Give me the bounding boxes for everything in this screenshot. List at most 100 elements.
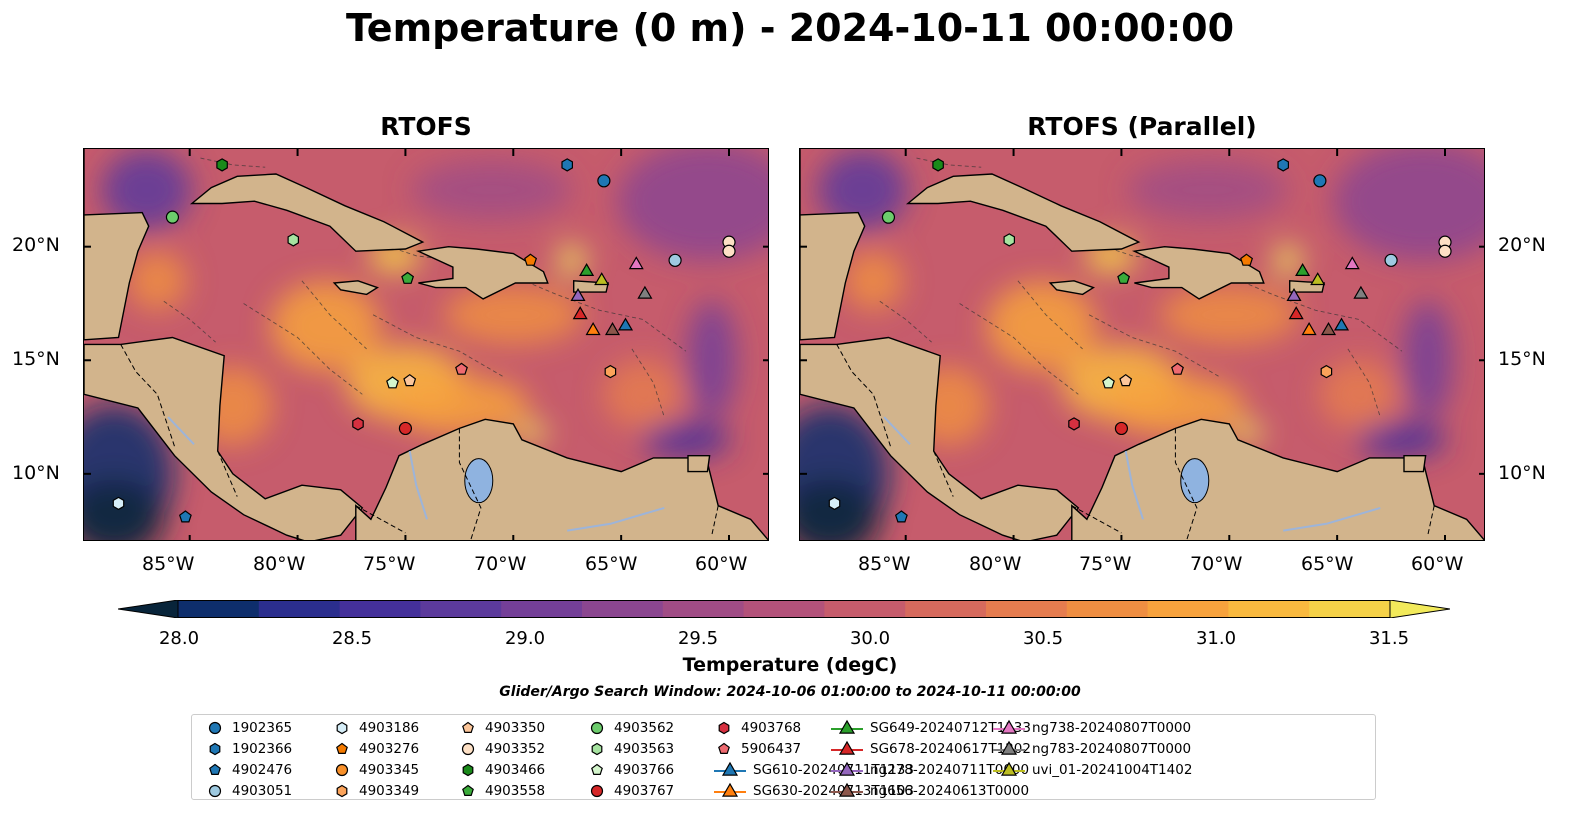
legend-label: uvi_01-20241004T1402 — [1032, 761, 1193, 778]
legend-label: 4903051 — [232, 782, 293, 799]
legend-item: ng783-20240807T0000 — [992, 738, 1192, 759]
legend-label: ng738-20240807T0000 — [1032, 719, 1192, 736]
float-marker — [894, 510, 908, 523]
legend-item: uvi_01-20241004T1402 — [992, 759, 1192, 780]
float-marker — [352, 417, 364, 431]
float-marker — [1119, 373, 1133, 387]
float-marker — [604, 364, 617, 379]
glider-track-icon — [714, 782, 746, 797]
float-marker — [579, 263, 595, 277]
lat-label: 20°N — [1498, 234, 1546, 256]
lon-label: 60°W — [1411, 553, 1464, 575]
glider-track-icon — [831, 761, 863, 776]
argo-float-icon — [590, 784, 604, 797]
float-marker — [1114, 421, 1129, 436]
float-marker — [1353, 285, 1369, 299]
country-border — [217, 450, 238, 497]
river — [567, 506, 665, 532]
argo-float-icon — [461, 742, 475, 755]
legend-item: 4903349 — [331, 780, 419, 801]
legend-item: 4903186 — [331, 717, 419, 738]
depth-contour — [513, 275, 687, 352]
legend-item: 4903352 — [457, 738, 545, 759]
legend-item: 4903350 — [457, 717, 545, 738]
float-marker — [628, 256, 644, 270]
map-panel-rtofs-parallel[interactable] — [799, 148, 1485, 541]
glider-track-icon — [993, 761, 1025, 776]
lon-label: 80°W — [969, 553, 1022, 575]
panel-title-rtofs: RTOFS — [380, 112, 472, 141]
argo-float-icon — [462, 763, 474, 776]
legend-item: 4903562 — [586, 717, 674, 738]
argo-float-icon — [209, 763, 221, 775]
argo-float-icon — [209, 742, 221, 755]
lat-label: 15°N — [1498, 348, 1546, 370]
legend-label: 4903562 — [614, 719, 675, 736]
legend-marker — [462, 721, 474, 733]
legend-marker — [838, 782, 856, 797]
legend-marker — [208, 721, 222, 734]
legend-marker — [209, 763, 221, 775]
legend-marker — [721, 761, 739, 776]
float-marker — [594, 272, 610, 286]
colorbar-extend-low — [117, 599, 179, 619]
legend-item: ng278-20240711T0000 — [830, 759, 1031, 780]
lake-maracaibo — [1180, 458, 1210, 504]
country-border — [711, 505, 719, 536]
legend-label: 4903352 — [485, 740, 546, 757]
float-marker — [1068, 417, 1080, 431]
legend-label: 4903558 — [485, 782, 546, 799]
legend-label: 4903766 — [614, 761, 675, 778]
depth-contour — [959, 303, 1079, 395]
colorbar-tick: 31.0 — [1195, 628, 1237, 649]
yucatan-mexico-landmass — [800, 149, 866, 341]
legend-item: 4903767 — [586, 780, 674, 801]
colorbar-label: Temperature (degC) — [682, 654, 898, 676]
legend-label: SG649-20240712T1133 — [870, 719, 1031, 736]
river — [1124, 450, 1144, 520]
legend-marker — [721, 782, 739, 797]
float-marker — [597, 174, 611, 188]
float-marker — [287, 233, 299, 247]
depth-contour — [1017, 280, 1083, 350]
depth-contour — [1229, 275, 1403, 352]
panel-title-rtofs-parallel: RTOFS (Parallel) — [1027, 112, 1257, 141]
colorbar-swatch — [582, 600, 664, 618]
legend-marker — [462, 784, 474, 796]
legend-item: SG678-20240617T1202 — [830, 738, 1031, 759]
legend-marker — [461, 742, 475, 755]
lat-label: 10°N — [1498, 462, 1546, 484]
map-panel-rtofs[interactable] — [83, 148, 769, 541]
float-marker — [1320, 364, 1333, 379]
float-marker — [722, 244, 736, 258]
glider-track-icon — [993, 740, 1025, 755]
legend-marker — [590, 784, 604, 797]
lon-label: 60°W — [695, 553, 748, 575]
float-marker — [1333, 317, 1350, 331]
legend-label: 4903563 — [614, 740, 675, 757]
legend-label: 4903345 — [359, 761, 420, 778]
depth-contour — [631, 348, 665, 418]
colorbar-swatch — [662, 600, 745, 618]
depth-contour — [372, 314, 503, 377]
lon-label: 70°W — [1190, 553, 1243, 575]
float-marker — [1102, 376, 1115, 389]
argo-float-icon — [591, 763, 603, 775]
jamaica-landmass — [1048, 280, 1096, 296]
legend-item: 1902366 — [204, 738, 292, 759]
cuba-landmass — [905, 173, 1141, 252]
legend-label: SG678-20240617T1202 — [870, 740, 1031, 757]
country-border — [1071, 505, 1122, 534]
float-marker — [1277, 158, 1289, 172]
legend-marker — [462, 763, 474, 776]
argo-float-icon — [718, 742, 730, 754]
legend-label: 4903186 — [359, 719, 420, 736]
legend-label: 5906437 — [741, 740, 802, 757]
country-border — [933, 450, 954, 497]
legend-label: ng656-20240613T0000 — [870, 782, 1030, 799]
float-marker — [1240, 253, 1254, 266]
float-marker — [398, 421, 413, 436]
colorbar-swatch — [905, 600, 987, 618]
legend-marker — [335, 763, 349, 776]
colorbar-tick: 30.5 — [1022, 628, 1064, 649]
